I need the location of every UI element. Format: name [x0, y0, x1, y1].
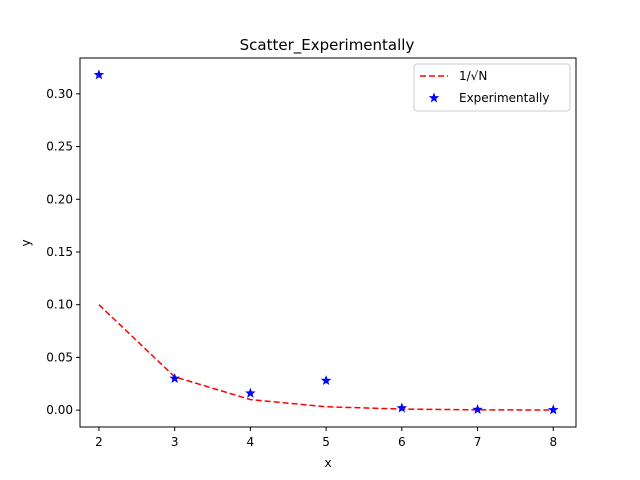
y-tick-label: 0.25 — [46, 140, 73, 154]
data-point-star — [320, 375, 332, 386]
data-point-star — [245, 387, 256, 398]
data-point-star — [472, 404, 483, 415]
x-tick-label: 4 — [247, 435, 255, 449]
x-tick-label: 6 — [398, 435, 406, 449]
data-point-star — [169, 373, 180, 383]
y-tick-label: 0.05 — [46, 350, 73, 364]
legend-frame — [413, 63, 571, 112]
x-tick-label: 2 — [95, 435, 103, 449]
legend-star-swatch — [428, 92, 440, 103]
y-tick-label: 0.30 — [46, 87, 73, 101]
axis-ticks: 2 3 4 5 6 7 8 0.00 0.05 0.10 0.15 0.20 0.25 0.30 — [46, 87, 557, 449]
x-axis-label: x — [324, 456, 331, 470]
plot-area — [93, 69, 559, 415]
x-tick-label: 7 — [474, 435, 482, 449]
legend-label-theory: 1/√N — [459, 69, 487, 83]
legend-label-experimental: Experimentally — [459, 91, 549, 105]
y-tick-label: 0.15 — [46, 245, 73, 259]
y-tick-label: 0.10 — [46, 298, 73, 312]
y-axis-label: y — [19, 239, 33, 246]
x-tick-label: 5 — [322, 435, 330, 449]
data-point-star — [548, 404, 559, 415]
x-tick-label: 8 — [549, 435, 557, 449]
data-point-star — [396, 402, 408, 413]
y-tick-label: 0.00 — [46, 403, 73, 417]
data-point-star — [93, 69, 105, 80]
y-tick-label: 0.20 — [46, 192, 73, 206]
axes-frame — [79, 57, 577, 428]
x-tick-label: 3 — [171, 435, 179, 449]
chart-title: Scatter_Experimentally — [240, 36, 415, 55]
legend: 1/√N Experimentally — [413, 63, 571, 112]
